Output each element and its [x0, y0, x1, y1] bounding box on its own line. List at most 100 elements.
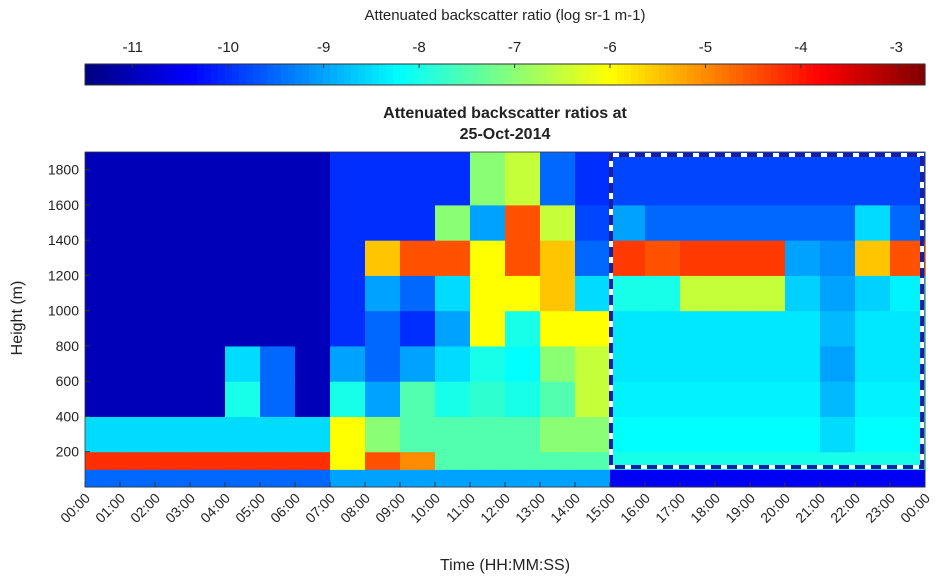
colorbar-swatch	[680, 64, 688, 85]
heatmap-cell	[890, 152, 926, 206]
heatmap-cell	[470, 416, 506, 453]
heatmap-cell	[540, 381, 576, 417]
heatmap-cell	[85, 204, 121, 241]
colorbar-tick-label: -6	[603, 39, 616, 56]
heatmap-cell	[120, 204, 156, 241]
heatmap-cell	[470, 469, 506, 488]
heatmap-cell	[400, 275, 436, 312]
colorbar-swatch	[351, 64, 359, 85]
heatmap-cell	[785, 310, 821, 347]
colorbar-swatch	[148, 64, 156, 85]
heatmap-cell	[785, 204, 821, 241]
heatmap-cell	[400, 451, 436, 470]
heatmap-cell	[435, 204, 471, 241]
heatmap-cell	[750, 381, 786, 417]
heatmap-cell	[400, 469, 436, 488]
heatmap-cell	[295, 275, 331, 312]
heatmap-cell	[645, 240, 681, 276]
colorbar-swatch	[92, 64, 100, 85]
colorbar-swatch	[449, 64, 457, 85]
colorbar-swatch	[806, 64, 814, 85]
colorbar-swatch	[505, 64, 513, 85]
x-tick-label: 23:00	[862, 490, 898, 526]
colorbar-swatch	[771, 64, 779, 85]
colorbar-swatch	[596, 64, 604, 85]
colorbar-swatch	[204, 64, 212, 85]
colorbar-swatch	[841, 64, 849, 85]
heatmap-cell	[295, 469, 331, 488]
colorbar-swatch	[190, 64, 198, 85]
heatmap-cell	[715, 240, 751, 276]
heatmap-cell	[120, 310, 156, 347]
heatmap-cell	[610, 381, 646, 417]
heatmap-cell	[750, 275, 786, 312]
colorbar-tick-label: -10	[217, 39, 239, 56]
colorbar-swatch	[778, 64, 786, 85]
x-tick-label: 14:00	[547, 490, 583, 526]
heatmap-cell	[120, 451, 156, 470]
heatmap-cell	[540, 345, 576, 382]
colorbar-swatch	[274, 64, 282, 85]
heatmap-cell	[225, 275, 261, 312]
heatmap-cell	[120, 240, 156, 276]
colorbar-swatch	[435, 64, 443, 85]
y-axis-label: Height (m)	[9, 281, 26, 356]
colorbar-swatch	[666, 64, 674, 85]
heatmap-cell	[365, 345, 401, 382]
heatmap-cell	[330, 451, 366, 470]
colorbar-swatch	[722, 64, 730, 85]
heatmap-cell	[260, 451, 296, 470]
heatmap-cell	[715, 204, 751, 241]
y-tick-label: 600	[56, 373, 80, 389]
colorbar-swatch	[897, 64, 905, 85]
heatmap-cell	[610, 310, 646, 347]
colorbar-swatch	[225, 64, 233, 85]
colorbar-swatch	[183, 64, 191, 85]
heatmap-cell	[470, 275, 506, 312]
colorbar-swatch	[393, 64, 401, 85]
colorbar-frame	[84, 63, 926, 86]
heatmap-cell	[330, 381, 366, 417]
heatmap-cell	[645, 204, 681, 241]
heatmap-cell	[470, 451, 506, 470]
heatmap-cell	[820, 275, 856, 312]
colorbar-swatch	[547, 64, 555, 85]
colorbar-swatch	[498, 64, 506, 85]
heatmap-cell	[575, 240, 611, 276]
heatmap-cell	[85, 381, 121, 417]
heatmap-cell	[260, 275, 296, 312]
colorbar-tick-label: -9	[317, 39, 330, 56]
heatmap-cell	[820, 310, 856, 347]
colorbar-swatch	[603, 64, 611, 85]
heatmap-cell	[680, 381, 716, 417]
y-tick-label: 400	[56, 408, 80, 424]
heatmap-cell	[575, 275, 611, 312]
heatmap-cell	[120, 152, 156, 206]
colorbar-swatch	[330, 64, 338, 85]
heatmap-cell	[295, 416, 331, 453]
heatmap-cell	[610, 240, 646, 276]
colorbar-swatch	[323, 64, 331, 85]
heatmap-cell	[260, 240, 296, 276]
heatmap-cell	[855, 345, 891, 382]
heatmap-cell	[435, 152, 471, 206]
heatmap-cell	[400, 345, 436, 382]
colorbar-swatch	[106, 64, 114, 85]
heatmap-cell	[260, 152, 296, 206]
colorbar-swatch	[589, 64, 597, 85]
colorbar-swatch	[582, 64, 590, 85]
heatmap-cell	[750, 416, 786, 453]
heatmap-cell	[855, 240, 891, 276]
heatmap-cell	[190, 152, 226, 206]
heatmap-cell	[890, 381, 926, 417]
heatmap-cell	[610, 275, 646, 312]
colorbar-swatch	[400, 64, 408, 85]
colorbar-swatch	[561, 64, 569, 85]
x-tick-label: 03:00	[162, 490, 198, 526]
heatmap-cell	[855, 275, 891, 312]
colorbar-tick-label: -5	[699, 39, 712, 56]
heatmap-cell	[505, 416, 541, 453]
y-tick-label: 1200	[48, 267, 79, 283]
heatmap-cell	[575, 469, 611, 488]
heatmap-cell	[400, 204, 436, 241]
